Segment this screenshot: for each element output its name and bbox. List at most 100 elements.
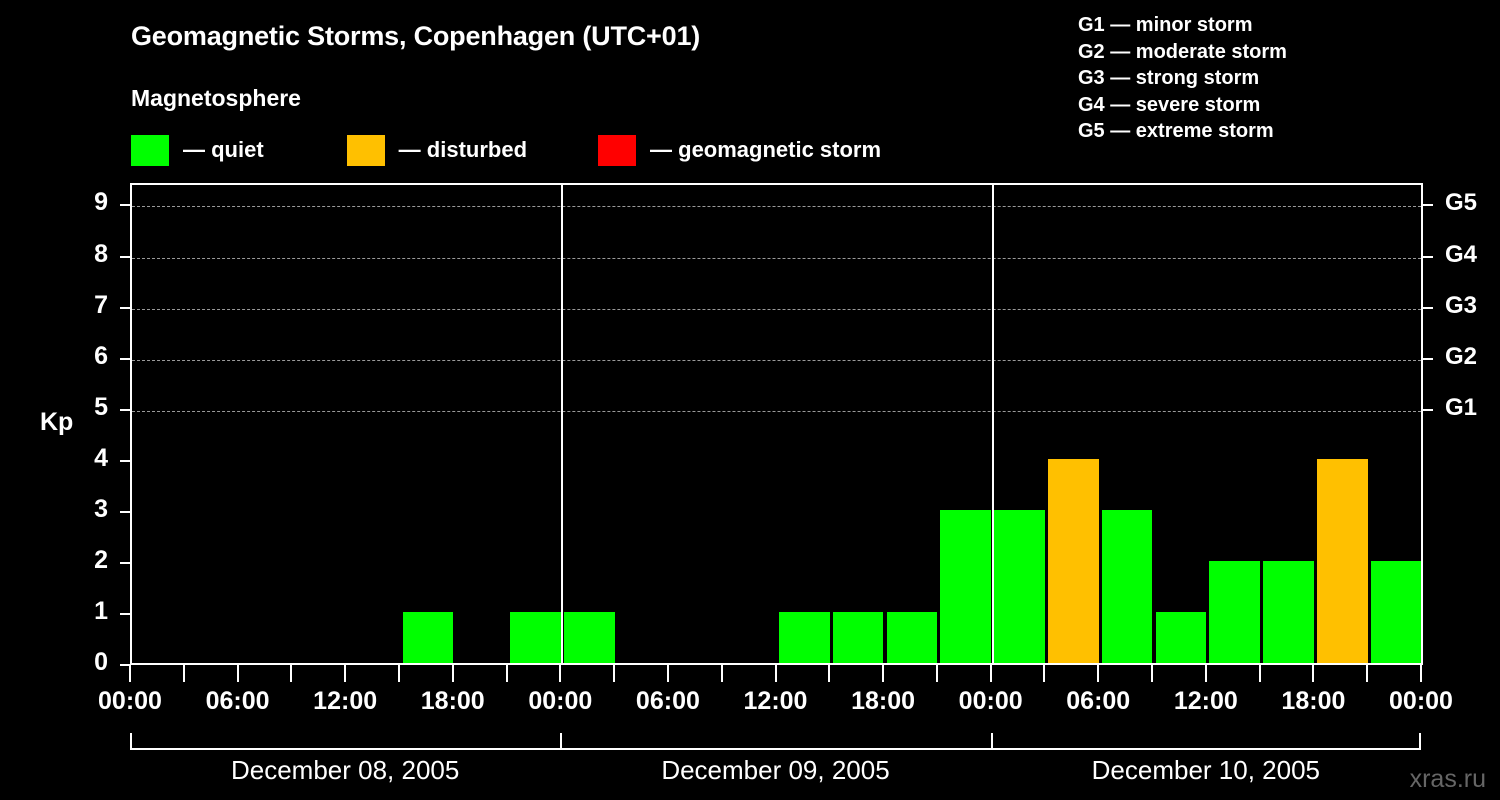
g-scale-line: G5 — extreme storm [1078, 120, 1274, 142]
y-tick-mark [120, 204, 130, 207]
day-brackets: December 08, 2005 December 09, 2005 Decemb… [130, 733, 1423, 793]
x-tick-mark [1043, 665, 1046, 682]
g-tick-mark [1423, 204, 1433, 207]
bar [1048, 458, 1099, 663]
y-tick-label: 1 [94, 596, 108, 625]
day-bracket-line [560, 748, 991, 750]
y-tick-mark [120, 459, 130, 462]
color-legend: — quiet — disturbed — geomagnetic storm [131, 133, 881, 167]
g-scale-line: G2 — moderate storm [1078, 40, 1287, 63]
x-tick-mark [236, 665, 239, 682]
g-tick-mark [1423, 306, 1433, 309]
y-tick-mark [120, 255, 130, 258]
day-label: December 09, 2005 [661, 755, 890, 785]
x-tick-mark [344, 665, 347, 682]
day-bracket-line [990, 748, 1421, 750]
x-tick-mark [989, 665, 992, 682]
x-tick-mark [720, 665, 723, 682]
bar [1155, 611, 1207, 663]
plot-area [130, 183, 1423, 665]
y-tick-label: 4 [94, 443, 108, 472]
x-tick-label: 18:00 [851, 687, 916, 715]
x-tick-mark [882, 665, 885, 682]
day-bracket-tick [1419, 733, 1421, 750]
legend-label-storm: — geomagnetic storm [650, 137, 882, 162]
x-tick-mark [1420, 665, 1422, 682]
day-bracket-tick [560, 733, 563, 750]
y-tick-mark [120, 357, 130, 360]
green-square-icon [131, 134, 169, 166]
legend-label-quiet: — quiet [183, 137, 264, 162]
y-tick-label: 5 [94, 392, 108, 421]
x-tick-label: 00:00 [958, 687, 1023, 715]
x-tick-label: 06:00 [635, 687, 700, 715]
bar-series [132, 185, 1422, 663]
g-scale-line: G3 — strong storm [1078, 67, 1260, 89]
y-tick-label: 6 [94, 341, 108, 370]
x-tick-mark [182, 665, 185, 682]
x-tick-label: 12:00 [743, 687, 808, 715]
g-tick-mark [1423, 408, 1433, 411]
y-tick-label: 7 [94, 290, 108, 319]
y-tick-mark [120, 510, 130, 513]
g-scale-line: G4 — severe storm [1078, 93, 1261, 116]
bar [1263, 560, 1314, 663]
y-tick-mark [120, 561, 130, 564]
x-tick-mark [828, 665, 831, 682]
x-tick-mark [1204, 665, 1207, 682]
day-bracket-tick [990, 733, 993, 750]
bar [1317, 458, 1368, 663]
legend-item-disturbed: — disturbed [346, 133, 528, 167]
y-tick-mark [120, 664, 130, 666]
bar [1370, 560, 1422, 663]
gridline [132, 257, 1421, 259]
day-bracket-line [130, 748, 561, 750]
legend-item-storm: — geomagnetic storm [598, 133, 881, 167]
y-tick-mark [120, 612, 130, 615]
x-tick-mark [1258, 665, 1261, 682]
y-tick-label: 2 [94, 545, 108, 574]
x-tick-mark [559, 665, 562, 682]
bar [886, 611, 938, 663]
y-axis-title: Kp [40, 408, 74, 436]
y-tick-mark [120, 306, 130, 309]
x-tick-label: 18:00 [1281, 687, 1346, 715]
day-separator [561, 185, 564, 663]
g-scale-line: G1 — minor storm [1078, 14, 1253, 36]
x-tick-mark [666, 665, 669, 682]
x-tick-mark [290, 665, 293, 682]
x-tick-mark [613, 665, 616, 682]
g-tick-label: G1 [1445, 393, 1478, 421]
x-tick-label: 00:00 [1389, 687, 1453, 715]
y-tick-label: 3 [94, 494, 108, 523]
g-tick-mark [1423, 357, 1433, 360]
bar [1209, 560, 1260, 663]
g-tick-label: G4 [1445, 240, 1478, 268]
bar [1101, 509, 1153, 663]
day-label: December 08, 2005 [230, 755, 460, 785]
y-tick-label: 8 [94, 239, 108, 268]
bar [994, 509, 1045, 663]
g-tick-label: G5 [1445, 189, 1478, 217]
x-axis: 00:00 06:00 12:00 18:00 00:00 06:00 12:00 18:00… [98, 665, 1453, 715]
x-tick-mark [935, 665, 938, 682]
x-tick-mark [129, 665, 131, 682]
x-tick-mark [1366, 665, 1369, 682]
bar [402, 611, 454, 663]
x-tick-mark [1151, 665, 1154, 682]
day-separator [991, 185, 994, 663]
bar [832, 611, 884, 663]
x-tick-label: 06:00 [205, 687, 270, 715]
g-scale-legend: G1 — minor storm G2 — moderate storm G3 … [1078, 12, 1287, 145]
gridline [132, 308, 1421, 310]
gridline [132, 410, 1421, 412]
watermark: xras.ru [1409, 765, 1486, 793]
bar [563, 611, 615, 663]
x-tick-label: 12:00 [313, 687, 378, 715]
y-tick-mark [120, 408, 130, 411]
day-bracket-tick [130, 733, 132, 750]
x-tick-label: 12:00 [1173, 687, 1238, 715]
g-tick-label: G2 [1445, 342, 1478, 370]
day-label: December 10, 2005 [1091, 755, 1321, 785]
legend-label-disturbed: — disturbed [398, 137, 528, 162]
